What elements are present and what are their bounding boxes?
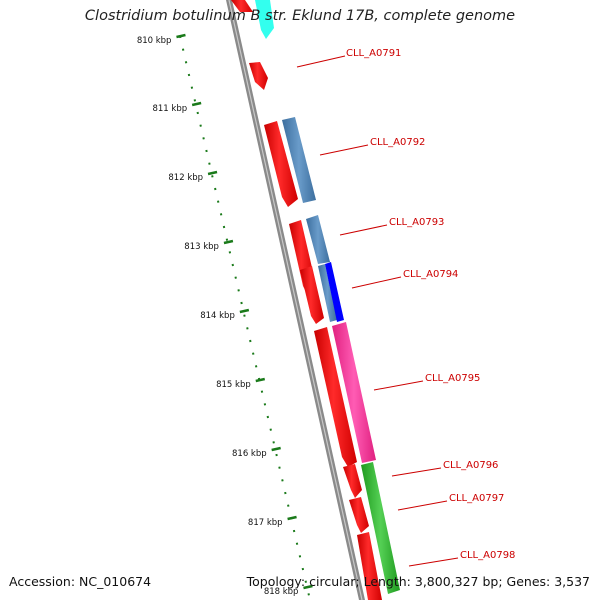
scale-tick-label: 817 kbp <box>248 518 283 528</box>
gene-labels: CLL_A0791 CLL_A0792 CLL_A0793 CLL_A0794 CLL_… <box>296 48 515 567</box>
gene-label[interactable]: CLL_A0791 <box>346 48 401 59</box>
cds-feature[interactable] <box>249 62 268 90</box>
cds-feature-steelblue[interactable] <box>282 117 316 203</box>
scale-major-tick <box>255 377 266 383</box>
scale-tick-label: 810 kbp <box>137 36 172 46</box>
cds-feature-blue[interactable] <box>325 262 344 322</box>
scale-major-tick <box>223 239 234 245</box>
scale-major-tick <box>271 446 281 452</box>
scale-tick-label: 818 kbp <box>264 587 299 597</box>
gene-label[interactable]: CLL_A0798 <box>460 550 515 561</box>
gene-label[interactable]: CLL_A0794 <box>403 269 458 280</box>
gene-label[interactable]: CLL_A0797 <box>449 493 504 504</box>
gene-label[interactable]: CLL_A0792 <box>370 137 425 148</box>
accession-text: Accession: NC_010674 <box>9 574 152 589</box>
scale-major-tick <box>303 584 313 590</box>
scale-tick-label: 815 kbp <box>216 380 251 390</box>
cds-feature[interactable] <box>343 464 362 498</box>
scale-ticks: 810 kbp 811 kbp 812 kbp 813 kbp 814 kbp 815 k… <box>137 33 313 600</box>
gene-leader-line <box>373 380 424 391</box>
gene-label[interactable]: CLL_A0795 <box>425 373 480 384</box>
scale-major-tick <box>176 33 186 39</box>
cds-feature-green[interactable] <box>361 462 400 594</box>
scale-major-tick <box>207 170 218 176</box>
map-title: Clostridium botulinum B str. Eklund 17B,… <box>84 8 516 24</box>
gene-leader-line <box>391 467 442 477</box>
cds-feature-steelblue[interactable] <box>318 264 337 322</box>
cds-feature[interactable] <box>314 327 357 467</box>
gene-leader-line <box>408 557 459 567</box>
scale-minor-ticks <box>179 35 311 600</box>
gene-leader-line <box>296 55 346 68</box>
scale-tick-label: 813 kbp <box>184 242 219 252</box>
gene-leader-line <box>339 224 388 236</box>
cds-feature[interactable] <box>349 497 369 533</box>
cds-feature[interactable] <box>231 0 253 12</box>
scale-tick-label: 811 kbp <box>152 104 187 114</box>
scale-tick-label: 814 kbp <box>200 311 235 321</box>
cds-feature[interactable] <box>264 121 298 207</box>
gene-label[interactable]: CLL_A0793 <box>389 217 444 228</box>
gene-features <box>231 0 400 600</box>
cds-feature-magenta[interactable] <box>332 322 376 463</box>
gene-leader-line <box>319 144 369 156</box>
cds-feature[interactable] <box>300 266 324 324</box>
gene-label[interactable]: CLL_A0796 <box>443 460 498 471</box>
cds-feature-cyan[interactable] <box>255 0 274 39</box>
scale-major-tick <box>191 101 202 107</box>
cds-feature-steelblue[interactable] <box>306 215 330 264</box>
scale-tick-label: 816 kbp <box>232 449 267 459</box>
scale-major-tick <box>239 308 250 314</box>
scale-tick-label: 812 kbp <box>168 173 203 183</box>
scale-major-tick <box>287 515 297 521</box>
cds-feature[interactable] <box>357 532 382 600</box>
gene-leader-line <box>397 500 448 511</box>
summary-text: Topology: circular; Length: 3,800,327 bp… <box>246 574 590 589</box>
gene-leader-line <box>351 276 402 289</box>
